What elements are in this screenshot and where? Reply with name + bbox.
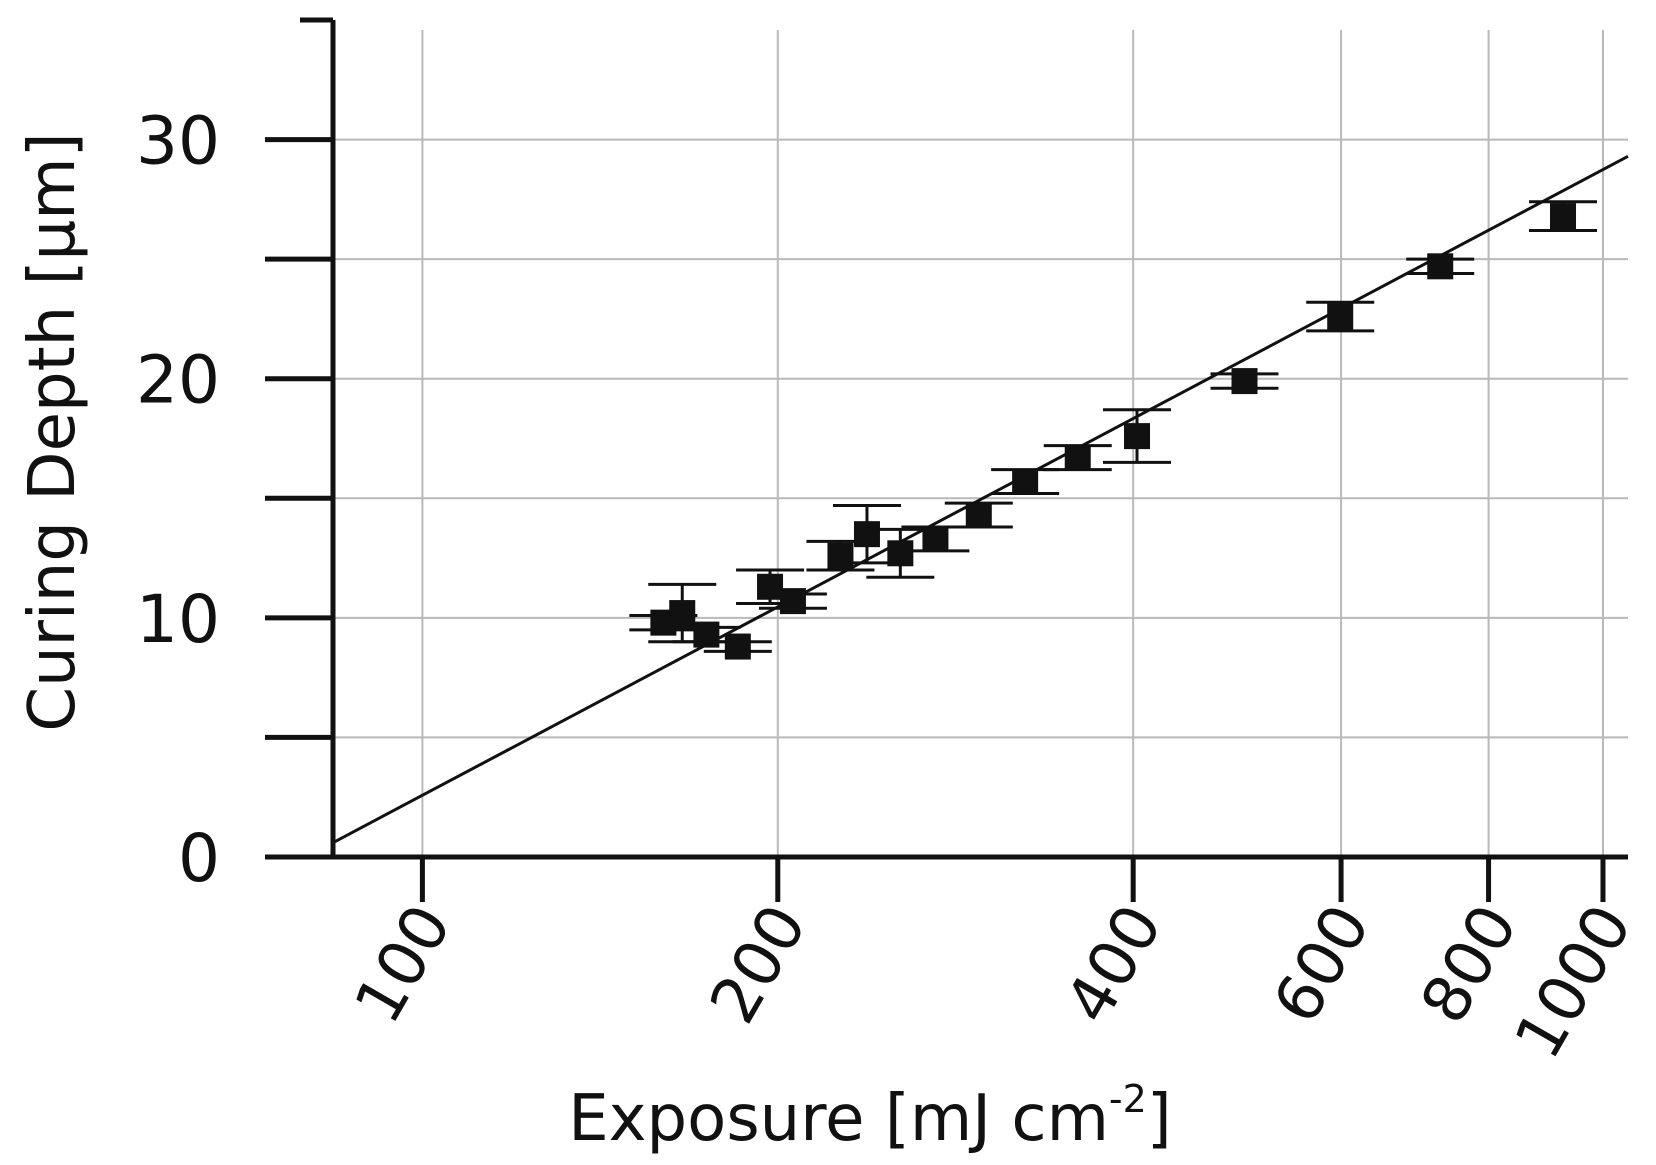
grid-lines xyxy=(333,30,1628,857)
x-tick-label: 600 xyxy=(1260,893,1385,1036)
x-tick-label: 400 xyxy=(1052,893,1177,1036)
data-point xyxy=(866,527,935,579)
y-axis-title: Curing Depth [µm] xyxy=(16,132,90,731)
axes xyxy=(265,17,1628,902)
data-point xyxy=(991,468,1060,496)
y-tick-labels: 0 10 20 30 xyxy=(136,103,220,897)
square-marker xyxy=(853,521,880,548)
y-tick-label: 20 xyxy=(136,342,220,419)
x-tick-label: 1000 xyxy=(1501,893,1647,1071)
square-marker xyxy=(724,633,751,660)
y-tick-label: 30 xyxy=(136,103,220,180)
data-point xyxy=(1529,200,1598,232)
square-marker xyxy=(827,542,854,569)
y-tick-label: 0 xyxy=(178,820,220,897)
data-point xyxy=(758,588,827,615)
square-marker xyxy=(1064,444,1091,471)
square-marker xyxy=(1550,203,1577,230)
square-marker xyxy=(1427,253,1454,280)
square-marker xyxy=(1231,368,1258,395)
square-marker xyxy=(1327,303,1354,330)
square-marker xyxy=(887,540,914,567)
square-marker xyxy=(1012,468,1039,495)
square-marker xyxy=(922,525,949,552)
x-axis-title: Exposure [mJ cm-2] xyxy=(568,1077,1172,1156)
data-point xyxy=(1306,300,1375,333)
square-marker xyxy=(965,502,992,529)
data-point xyxy=(703,633,772,660)
square-marker xyxy=(693,621,720,648)
square-marker xyxy=(779,588,806,615)
data-point xyxy=(1210,368,1279,395)
square-marker xyxy=(757,573,784,600)
x-tick-label: 100 xyxy=(341,893,466,1036)
square-marker xyxy=(1124,423,1151,450)
data-point xyxy=(944,501,1013,529)
data-point xyxy=(1406,253,1475,280)
fit-line-group xyxy=(332,154,1629,844)
data-points xyxy=(629,200,1598,660)
data-point xyxy=(1103,408,1172,464)
square-marker xyxy=(669,600,696,627)
x-tick-label: 200 xyxy=(696,893,821,1036)
data-point xyxy=(1043,444,1112,472)
fit-line xyxy=(332,154,1629,844)
y-tick-label: 10 xyxy=(136,581,220,658)
